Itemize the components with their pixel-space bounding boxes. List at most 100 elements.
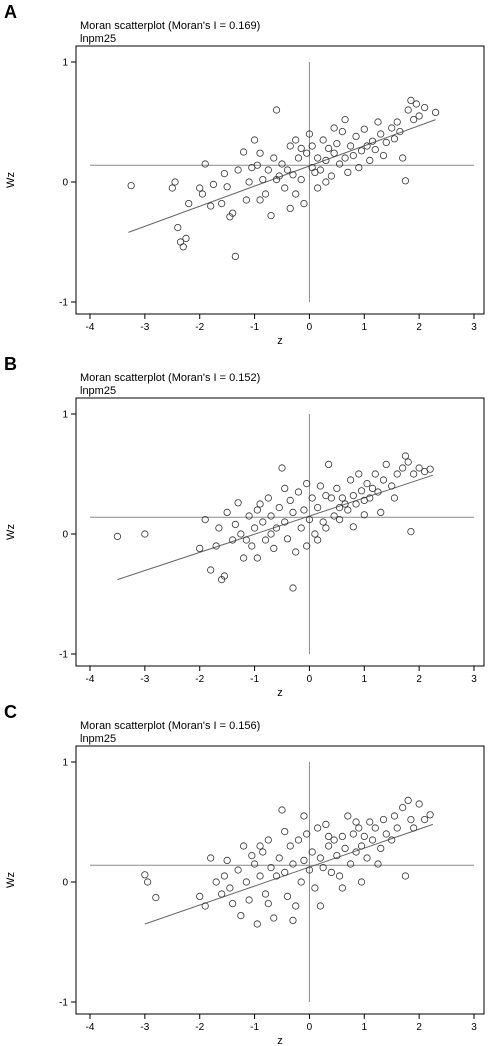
data-point <box>407 96 415 105</box>
data-point <box>256 872 264 880</box>
data-point <box>330 124 338 132</box>
data-point <box>379 152 388 160</box>
x-tick-label: -3 <box>140 674 149 685</box>
data-point <box>316 854 324 862</box>
data-point <box>349 523 357 531</box>
data-point <box>325 460 333 469</box>
data-point <box>374 860 382 868</box>
data-point <box>404 106 412 114</box>
data-point <box>355 164 363 172</box>
data-point <box>248 164 256 172</box>
data-point <box>231 252 239 260</box>
data-point <box>278 160 286 168</box>
data-point <box>264 166 272 174</box>
y-tick-label: 0 <box>62 178 68 189</box>
data-point <box>218 890 226 898</box>
data-point <box>286 496 294 504</box>
data-point <box>237 912 245 920</box>
data-point <box>410 116 418 124</box>
data-point <box>207 566 215 574</box>
plot-frame <box>75 45 485 315</box>
data-point <box>242 878 250 886</box>
data-point <box>185 200 193 208</box>
data-point <box>275 172 283 180</box>
data-point <box>253 554 261 562</box>
data-point <box>259 848 267 856</box>
x-tick-label: 0 <box>307 674 313 685</box>
data-point <box>355 824 363 832</box>
x-tick-label: 2 <box>416 674 422 685</box>
data-point <box>289 171 297 179</box>
x-tick-label: -1 <box>250 674 259 685</box>
data-point <box>322 492 330 500</box>
data-point <box>325 144 333 152</box>
data-point <box>333 484 341 492</box>
fit-line <box>144 823 434 925</box>
data-point <box>267 864 275 872</box>
x-tick-label: 1 <box>362 674 368 685</box>
data-point <box>410 824 418 832</box>
data-point <box>245 178 253 186</box>
data-point <box>363 480 371 488</box>
data-point <box>242 536 250 544</box>
data-point <box>261 536 270 544</box>
data-point <box>341 844 349 852</box>
data-point <box>248 542 256 550</box>
data-point <box>240 554 248 562</box>
data-point <box>127 182 135 190</box>
x-tick-label: 0 <box>307 1022 313 1033</box>
data-point <box>283 892 292 900</box>
y-tick-label: -1 <box>59 650 68 661</box>
y-tick-label: -1 <box>59 298 68 309</box>
data-point <box>357 487 366 495</box>
data-point <box>371 470 379 478</box>
data-point <box>390 135 399 143</box>
data-point <box>289 860 297 868</box>
data-point <box>363 142 371 150</box>
data-point <box>344 506 352 514</box>
y-axis-title: Wz <box>5 872 17 888</box>
data-point <box>390 812 399 820</box>
x-tick-label: -4 <box>86 322 95 333</box>
data-point <box>316 902 324 910</box>
data-point <box>346 476 355 484</box>
x-axis-title: z <box>277 1035 283 1046</box>
data-point <box>275 854 283 862</box>
data-point <box>253 920 261 928</box>
data-point <box>346 860 355 868</box>
x-tick-label: 2 <box>416 1022 422 1033</box>
data-point <box>426 465 434 473</box>
data-point <box>196 892 204 900</box>
data-point <box>229 536 237 544</box>
x-tick-label: -3 <box>140 1022 149 1033</box>
data-point <box>399 804 407 812</box>
data-point <box>226 884 234 892</box>
data-point <box>311 530 319 538</box>
fit-line <box>117 474 434 581</box>
data-point <box>338 494 346 502</box>
data-point <box>272 106 281 114</box>
plot-frame <box>75 397 485 667</box>
data-point <box>390 494 399 502</box>
data-point <box>415 800 423 808</box>
data-point <box>289 508 297 516</box>
data-point <box>223 508 231 516</box>
chart-subtitle: lnpm25 <box>80 733 117 745</box>
chart-subtitle: lnpm25 <box>80 385 117 397</box>
y-tick-label: -1 <box>59 998 68 1009</box>
data-point <box>327 172 335 180</box>
data-point <box>275 504 283 512</box>
data-point <box>234 166 242 174</box>
data-point <box>281 868 289 876</box>
data-point <box>314 536 322 544</box>
data-point <box>253 506 261 514</box>
data-point <box>421 104 429 112</box>
x-axis-title: z <box>277 335 283 346</box>
y-tick-label: 0 <box>62 878 68 889</box>
data-point <box>352 132 360 140</box>
data-point <box>314 504 322 512</box>
data-point <box>292 548 300 556</box>
data-point <box>368 484 377 492</box>
data-point <box>393 118 401 126</box>
data-point <box>363 854 371 862</box>
